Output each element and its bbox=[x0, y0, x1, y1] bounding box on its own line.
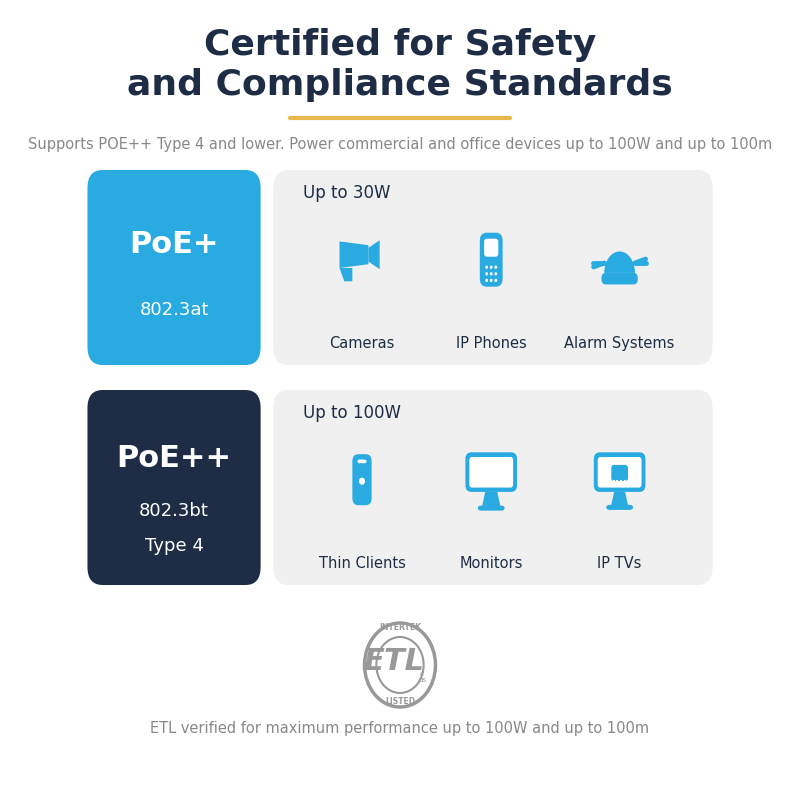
Circle shape bbox=[486, 278, 488, 282]
Text: Supports POE++ Type 4 and lower. Power commercial and office devices up to 100W : Supports POE++ Type 4 and lower. Power c… bbox=[28, 138, 772, 153]
Text: Up to 30W: Up to 30W bbox=[303, 184, 390, 202]
Circle shape bbox=[494, 278, 497, 282]
FancyBboxPatch shape bbox=[598, 457, 642, 487]
Polygon shape bbox=[339, 242, 369, 268]
FancyBboxPatch shape bbox=[274, 390, 713, 585]
Text: and Compliance Standards: and Compliance Standards bbox=[127, 68, 673, 102]
FancyBboxPatch shape bbox=[466, 452, 517, 492]
Text: Alarm Systems: Alarm Systems bbox=[565, 335, 675, 350]
Circle shape bbox=[486, 266, 488, 269]
FancyBboxPatch shape bbox=[274, 170, 713, 365]
Text: Cameras: Cameras bbox=[330, 335, 394, 350]
FancyBboxPatch shape bbox=[602, 273, 638, 285]
FancyBboxPatch shape bbox=[611, 465, 628, 481]
FancyBboxPatch shape bbox=[87, 170, 261, 365]
Text: INTERTEK: INTERTEK bbox=[379, 623, 421, 633]
FancyBboxPatch shape bbox=[478, 506, 505, 510]
FancyBboxPatch shape bbox=[484, 238, 498, 257]
Text: ETL verified for maximum performance up to 100W and up to 100m: ETL verified for maximum performance up … bbox=[150, 721, 650, 735]
FancyBboxPatch shape bbox=[358, 459, 366, 463]
Circle shape bbox=[494, 272, 497, 275]
Text: PoE++: PoE++ bbox=[117, 444, 232, 473]
Circle shape bbox=[486, 272, 488, 275]
Circle shape bbox=[490, 266, 493, 269]
Text: Type 4: Type 4 bbox=[145, 537, 203, 555]
Polygon shape bbox=[339, 268, 352, 282]
Polygon shape bbox=[611, 492, 628, 506]
Text: Certified for Safety: Certified for Safety bbox=[204, 28, 596, 62]
Text: PoE+: PoE+ bbox=[130, 230, 218, 258]
Text: c
us: c us bbox=[418, 670, 426, 683]
Text: IP TVs: IP TVs bbox=[598, 555, 642, 570]
Polygon shape bbox=[369, 240, 380, 269]
Text: Monitors: Monitors bbox=[459, 555, 523, 570]
FancyBboxPatch shape bbox=[594, 452, 646, 492]
Circle shape bbox=[490, 278, 493, 282]
Text: ETL: ETL bbox=[363, 646, 425, 675]
Text: 802.3at: 802.3at bbox=[139, 302, 209, 319]
Circle shape bbox=[490, 272, 493, 275]
Polygon shape bbox=[604, 251, 635, 273]
FancyBboxPatch shape bbox=[352, 454, 372, 506]
FancyBboxPatch shape bbox=[470, 457, 513, 487]
Circle shape bbox=[494, 266, 497, 269]
Text: 802.3bt: 802.3bt bbox=[139, 502, 209, 520]
Polygon shape bbox=[482, 492, 500, 506]
Text: LISTED: LISTED bbox=[385, 697, 415, 706]
Text: IP Phones: IP Phones bbox=[456, 335, 526, 350]
Text: Up to 100W: Up to 100W bbox=[303, 405, 401, 422]
FancyBboxPatch shape bbox=[480, 233, 502, 286]
Circle shape bbox=[359, 478, 365, 485]
Text: Thin Clients: Thin Clients bbox=[318, 555, 406, 570]
FancyBboxPatch shape bbox=[606, 505, 634, 510]
FancyBboxPatch shape bbox=[87, 390, 261, 585]
